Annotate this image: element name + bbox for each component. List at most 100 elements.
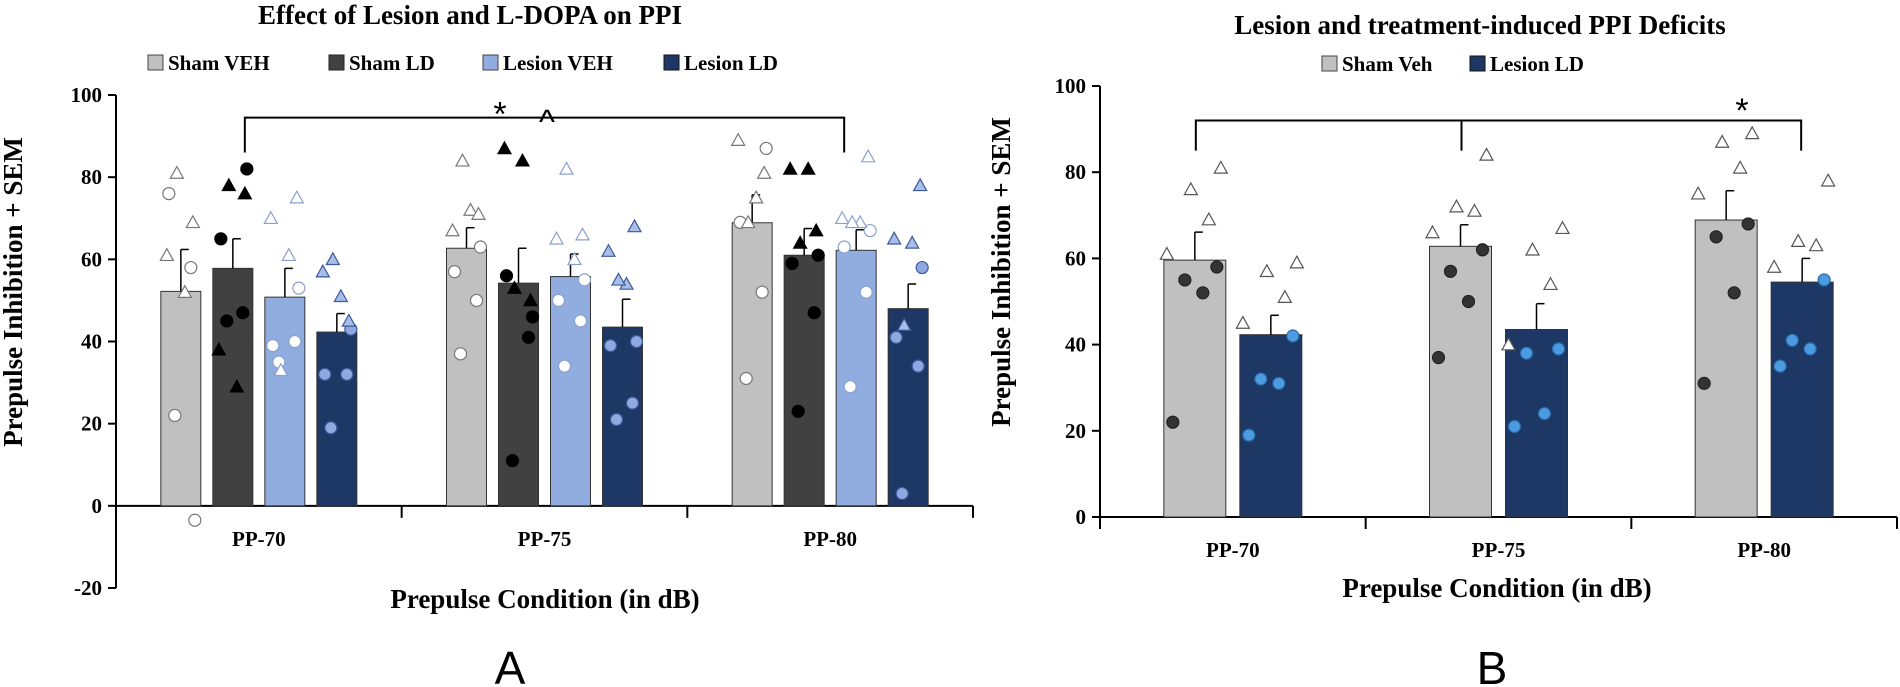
panel-b-y-tick-label: 60: [1065, 246, 1086, 270]
panel-a-point-circle-sham-ld: [785, 256, 799, 271]
panel-a-point-circle-lesion-veh: [557, 359, 572, 373]
panel-a-bar-lesion-ld-pp-75: [602, 326, 643, 507]
panel-a-point-circle-sham-veh: [469, 293, 484, 308]
panel-a-point-circle-sham-veh: [168, 408, 182, 423]
panel-a-y-tick-label: 40: [81, 330, 102, 354]
panel-a-x-ticks: PP-70 PP-75 PP-80: [115, 504, 974, 551]
panel-b-y-tick-label: 40: [1065, 333, 1086, 357]
panel-a-point-circle-sham-veh: [184, 260, 198, 275]
panel-b-point-circle-lesion-ld: [1785, 333, 1799, 347]
panel-a-point-circle-sham-veh: [162, 187, 176, 201]
panel-b-point-triangle-lesion-ld: [1289, 254, 1305, 269]
panel-a-point-circle-lesion-ld: [603, 339, 618, 353]
panel-a-bar-lesion-veh-pp-75: [550, 276, 591, 507]
panel-a-point-triangle-lesion-ld: [333, 288, 349, 303]
panel-a-point-triangle-lesion-ld: [896, 317, 912, 331]
panel-a-point-triangle-lesion-veh: [273, 362, 289, 377]
panel-b-point-circle-lesion-ld: [1254, 372, 1268, 386]
legend-swatch-lesion-veh: [482, 54, 499, 71]
panel-a-marks: [159, 132, 929, 527]
panel-a-y-tick-label: 60: [81, 247, 102, 271]
legend-label-sham-veh: Sham VEH: [168, 51, 270, 75]
panel-a-y-tick-label: 100: [71, 83, 103, 107]
panel-b-point-circle-sham-veh: [1741, 217, 1755, 231]
panel-b-legend: Sham Veh Lesion LD: [1321, 52, 1584, 76]
panel-a-bracket-line: [243, 116, 846, 153]
panel-b-point-triangle-sham-veh: [1690, 186, 1706, 200]
panel-a-point-triangle-sham-veh: [454, 152, 471, 167]
panel-b-point-circle-lesion-ld: [1286, 329, 1300, 343]
panel-b-point-triangle-lesion-ld: [1277, 289, 1293, 303]
panel-a-point-triangle-lesion-veh: [574, 226, 591, 241]
panel-a-x-axis-label: Prepulse Condition (in dB): [390, 584, 699, 614]
panel-a-point-circle-lesion-ld: [629, 334, 644, 349]
panel-b-point-circle-sham-veh: [1431, 350, 1446, 365]
panel-a-point-triangle-sham-veh: [470, 206, 487, 220]
panel-a-point-triangle-sham-ld: [782, 161, 798, 175]
panel-b-point-circle-sham-veh: [1443, 264, 1458, 278]
panel-a-point-triangle-sham-ld: [808, 222, 824, 237]
panel-a-y-tick-label: -20: [74, 576, 102, 600]
panel-b-point-triangle-sham-veh: [1732, 160, 1748, 174]
panel-a-chart: Effect of Lesion and L-DOPA on PPI Sham …: [0, 0, 974, 687]
panel-a-y-ticks: -20 0 20 40 60 80 100: [71, 83, 117, 600]
panel-a-bar-sham-veh-pp-70: [160, 290, 202, 507]
panel-a-point-circle-lesion-ld: [911, 359, 925, 373]
panel-a-point-circle-lesion-veh: [843, 380, 857, 394]
panel-a-point-triangle-lesion-ld: [904, 235, 920, 249]
panel-a-point-triangle-sham-veh: [444, 222, 461, 237]
panel-b-point-triangle-sham-veh: [1714, 134, 1730, 148]
legend-label-lesion-ld-b: Lesion LD: [1490, 52, 1584, 76]
panel-a-x-tick-label-pp-80: PP-80: [803, 527, 857, 551]
panel-b-point-triangle-lesion-ld: [1766, 259, 1782, 273]
panel-b-point-triangle-sham-veh: [1466, 203, 1483, 217]
panel-b-point-triangle-sham-veh: [1424, 224, 1441, 239]
panel-b-y-tick-label: 0: [1076, 505, 1087, 529]
legend-label-sham-ld: Sham LD: [349, 51, 435, 75]
panel-a-point-triangle-sham-veh: [730, 132, 746, 146]
panel-a-point-circle-lesion-veh: [551, 293, 566, 308]
panel-a-point-circle-lesion-ld: [889, 330, 903, 344]
panel-a-point-triangle-lesion-ld: [912, 177, 928, 192]
legend-swatch-sham-veh: [147, 54, 164, 71]
panel-a-point-circle-sham-veh: [759, 141, 773, 156]
panel-a-point-triangle-sham-veh: [462, 202, 479, 216]
panel-a-point-triangle-lesion-veh: [834, 210, 850, 225]
panel-a-point-circle-sham-ld: [214, 232, 228, 246]
panel-a-point-triangle-lesion-ld: [325, 251, 341, 266]
panel-a-bar-lesion-ld-pp-70: [316, 331, 358, 507]
panel-a-point-triangle-lesion-veh: [566, 251, 583, 266]
panel-a-point-triangle-sham-ld: [237, 185, 253, 200]
panel-b-point-circle-sham-veh: [1178, 273, 1192, 287]
panel-a-point-circle-lesion-veh: [288, 334, 302, 349]
panel-a-point-circle-lesion-veh: [837, 240, 851, 254]
panel-a-point-triangle-sham-veh: [185, 214, 201, 229]
panel-b-bracket-line: [1194, 119, 1803, 151]
panel-b-point-circle-sham-veh: [1709, 230, 1723, 244]
panel-a-point-circle-lesion-ld: [915, 260, 929, 275]
panel-a-point-circle-lesion-ld: [895, 486, 909, 501]
panel-a-point-triangle-sham-veh: [159, 247, 175, 262]
panel-a-point-triangle-sham-veh: [740, 214, 756, 229]
panel-a-point-circle-lesion-veh: [859, 285, 873, 299]
panel-a-point-circle-sham-veh: [453, 347, 468, 361]
panel-b-point-circle-lesion-ld: [1272, 376, 1286, 390]
legend-swatch-sham-ld: [328, 54, 345, 71]
panel-b-point-triangle-lesion-ld: [1524, 242, 1541, 256]
panel-a-legend: Sham VEH Sham LD Lesion VEH Lesion LD: [147, 51, 778, 75]
panel-b-point-circle-sham-veh: [1727, 286, 1741, 300]
panel-a-point-circle-sham-ld: [525, 310, 540, 324]
panel-b-point-triangle-lesion-ld: [1259, 263, 1275, 278]
panel-a-point-triangle-lesion-veh: [558, 161, 575, 175]
panel-b-bar-sham-veh-pp-80: [1694, 219, 1758, 518]
panel-b-point-circle-lesion-ld: [1551, 342, 1566, 356]
panel-a-point-circle-lesion-veh: [577, 273, 592, 287]
panel-b-point-circle-lesion-ld: [1817, 273, 1831, 287]
panel-a-point-triangle-lesion-ld: [600, 243, 617, 257]
panel-b-bar-sham-veh-pp-75: [1429, 245, 1492, 518]
panel-b-label: B: [1477, 642, 1508, 687]
panel-a-point-triangle-sham-ld: [211, 341, 227, 356]
panel-b-x-tick-label-pp-80: PP-80: [1737, 538, 1791, 562]
panel-b-x-tick-label-pp-70: PP-70: [1206, 538, 1260, 562]
